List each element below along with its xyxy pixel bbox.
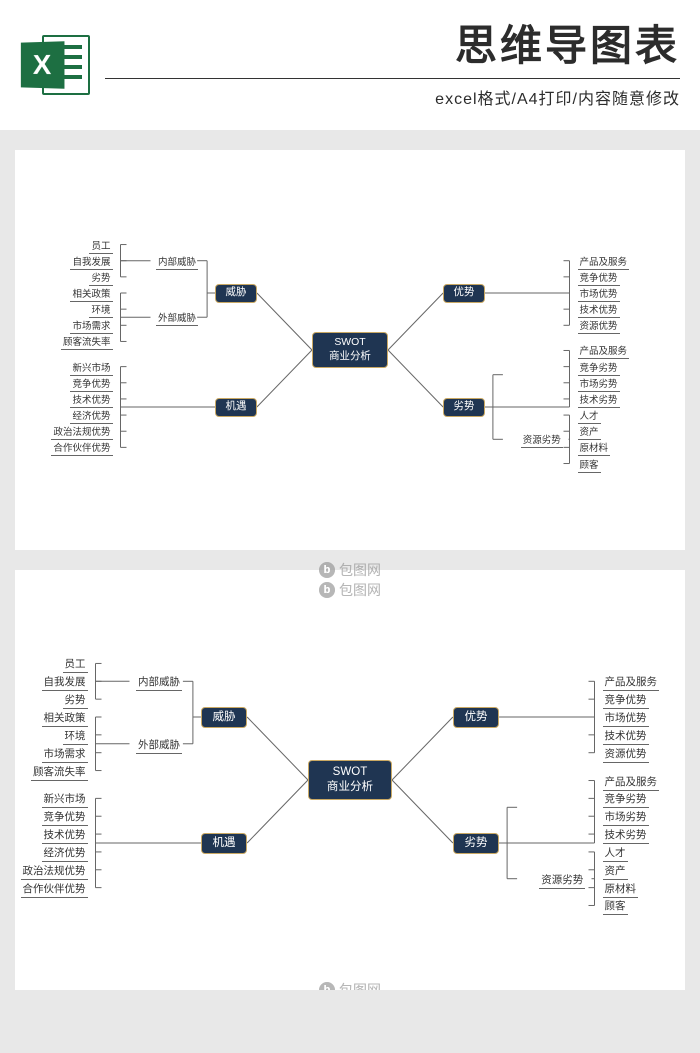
leaf-item: 竞争优势 (578, 269, 620, 286)
branch-top_right: 优势 (453, 707, 499, 728)
leaf-item: 产品及服务 (578, 253, 630, 270)
diagram-panel-1: SWOT商业分析威胁员工自我发展劣势内部威胁相关政策环境市场需求顾客流失率外部威… (15, 150, 685, 550)
leaf-item: 人才 (603, 844, 628, 862)
leaf-item: 相关政策 (42, 709, 88, 727)
excel-icon: X (20, 30, 90, 100)
group-label: 资源劣势 (539, 871, 585, 889)
leaf-item: 技术劣势 (603, 826, 649, 844)
leaf-item: 相关政策 (70, 285, 112, 302)
leaf-item: 产品及服务 (603, 673, 660, 691)
leaf-item: 新兴市场 (42, 790, 88, 808)
leaf-item: 经济优势 (70, 407, 112, 424)
branch-bottom_left: 机遇 (201, 833, 247, 854)
leaf-item: 技术优势 (70, 391, 112, 408)
leaf-item: 顾客流失率 (31, 763, 88, 781)
leaf-item: 原材料 (578, 439, 611, 456)
header: X 思维导图表 excel格式/A4打印/内容随意修改 (0, 0, 700, 130)
branch-bottom_left: 机遇 (215, 398, 257, 417)
leaf-item: 产品及服务 (578, 342, 630, 359)
branch-top_right: 优势 (443, 284, 485, 303)
leaf-item: 人才 (578, 407, 601, 424)
leaf-item: 经济优势 (42, 844, 88, 862)
leaf-item: 竞争劣势 (578, 359, 620, 376)
leaf-item: 合作伙伴优势 (51, 439, 112, 456)
leaf-item: 技术优势 (578, 301, 620, 318)
leaf-item: 技术劣势 (578, 391, 620, 408)
leaf-item: 竞争劣势 (603, 790, 649, 808)
leaf-item: 市场劣势 (578, 375, 620, 392)
leaf-item: 技术优势 (42, 826, 88, 844)
leaf-item: 政治法规优势 (21, 862, 88, 880)
page-title: 思维导图表 (105, 21, 680, 71)
group-label: 外部威胁 (156, 309, 198, 326)
leaf-item: 自我发展 (70, 253, 112, 270)
leaf-item: 资产 (578, 423, 601, 440)
leaf-item: 市场需求 (42, 745, 88, 763)
leaf-item: 技术优势 (603, 727, 649, 745)
leaf-item: 员工 (63, 655, 88, 673)
leaf-item: 原材料 (603, 880, 639, 898)
leaf-item: 顾客 (578, 456, 601, 473)
leaf-item: 顾客流失率 (61, 333, 113, 350)
page-subtitle: excel格式/A4打印/内容随意修改 (105, 78, 680, 109)
leaf-item: 政治法规优势 (51, 423, 112, 440)
leaf-item: 资产 (603, 862, 628, 880)
leaf-item: 自我发展 (42, 673, 88, 691)
leaf-item: 员工 (89, 237, 112, 254)
leaf-item: 合作伙伴优势 (21, 880, 88, 898)
leaf-item: 市场优势 (603, 709, 649, 727)
group-label: 内部威胁 (156, 253, 198, 270)
leaf-item: 劣势 (63, 691, 88, 709)
diagram-panel-2: b包图网 b包图网 b包图网 b包图网 SWOT商业分析威胁员工自我发展劣势内部… (15, 570, 685, 990)
leaf-item: 劣势 (89, 269, 112, 286)
group-label: 外部威胁 (136, 736, 182, 754)
leaf-item: 市场优势 (578, 285, 620, 302)
branch-top_left: 威胁 (201, 707, 247, 728)
leaf-item: 资源优势 (578, 317, 620, 334)
leaf-item: 市场劣势 (603, 808, 649, 826)
center-node: SWOT商业分析 (308, 760, 392, 800)
header-text: 思维导图表 excel格式/A4打印/内容随意修改 (105, 21, 680, 108)
leaf-item: 产品及服务 (603, 773, 660, 791)
group-label: 内部威胁 (136, 673, 182, 691)
leaf-item: 环境 (89, 301, 112, 318)
leaf-item: 资源优势 (603, 745, 649, 763)
leaf-item: 顾客 (603, 897, 628, 915)
branch-bottom_right: 劣势 (453, 833, 499, 854)
group-label: 资源劣势 (521, 431, 563, 448)
leaf-item: 竞争优势 (70, 375, 112, 392)
center-node: SWOT商业分析 (312, 332, 388, 368)
leaf-item: 竞争优势 (42, 808, 88, 826)
leaf-item: 市场需求 (70, 317, 112, 334)
branch-bottom_right: 劣势 (443, 398, 485, 417)
branch-top_left: 威胁 (215, 284, 257, 303)
leaf-item: 环境 (63, 727, 88, 745)
leaf-item: 新兴市场 (70, 359, 112, 376)
leaf-item: 竞争优势 (603, 691, 649, 709)
